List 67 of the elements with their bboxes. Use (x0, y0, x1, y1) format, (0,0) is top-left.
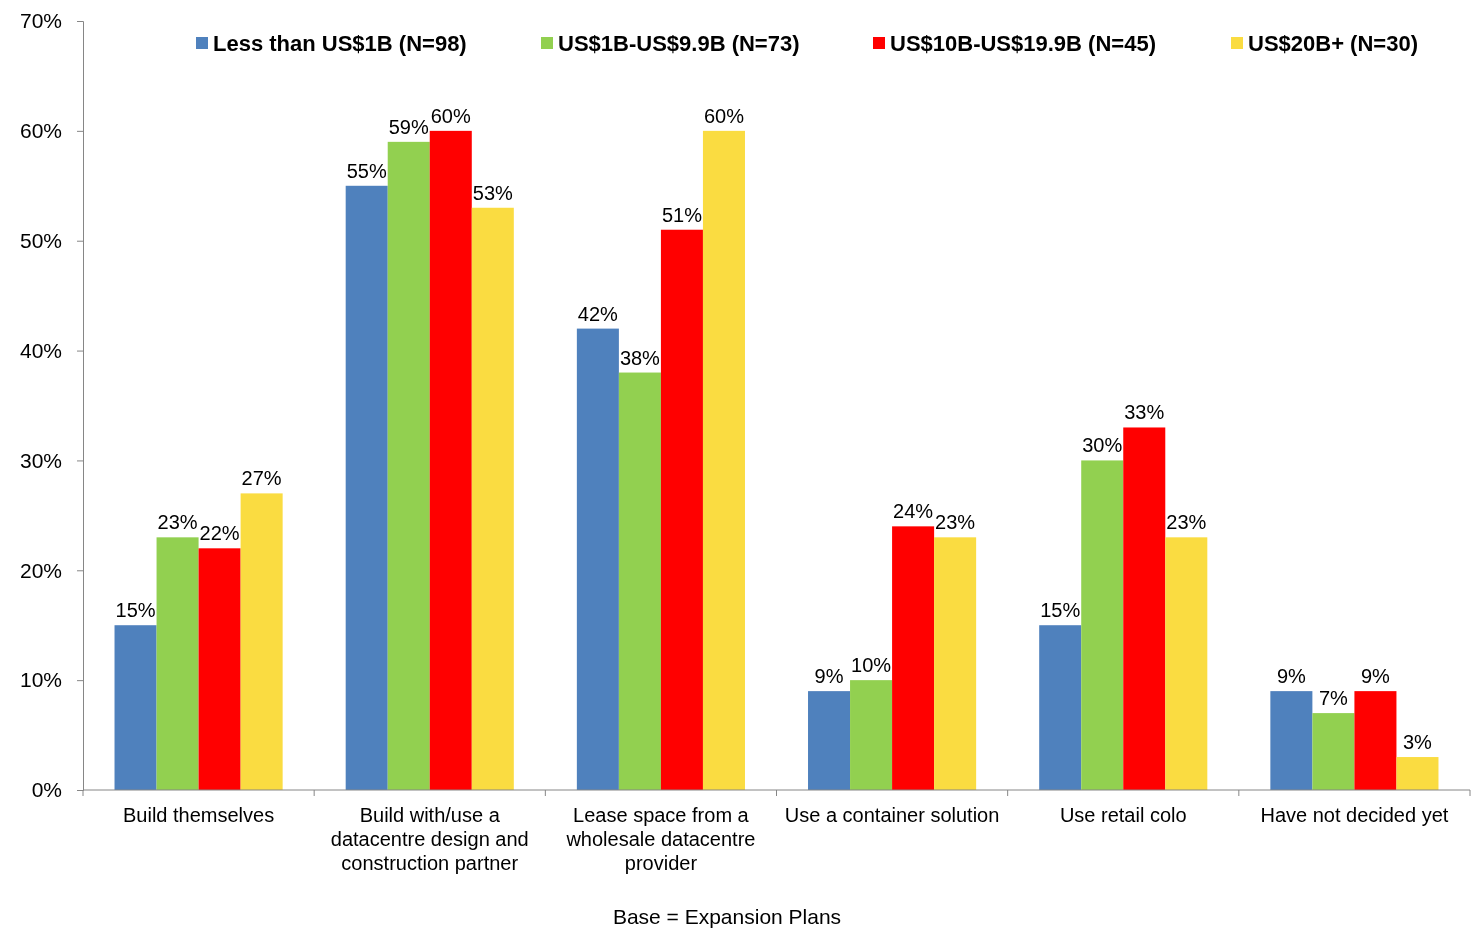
y-tick-label: 60% (19, 119, 62, 143)
data-label: 60% (703, 104, 745, 127)
data-label: 60% (430, 104, 471, 127)
x-tick-label: Build themselves (122, 804, 275, 826)
bar (660, 229, 703, 790)
bar (156, 537, 199, 790)
data-label: 38% (619, 346, 661, 369)
bar (850, 680, 893, 790)
bar (429, 130, 472, 790)
data-label: 30% (1082, 434, 1123, 457)
data-label: 53% (472, 181, 514, 204)
y-tick-label: 40% (19, 338, 62, 362)
y-tick-label: 70% (19, 9, 62, 33)
bar (1396, 757, 1439, 790)
data-label: 27% (241, 467, 282, 490)
data-label: 59% (388, 115, 429, 138)
data-label: 3% (1403, 731, 1433, 754)
bar (1165, 537, 1208, 790)
y-tick-label: 30% (19, 448, 62, 472)
bar (1354, 691, 1397, 790)
legend-label: Less than US$1B (N=98) (213, 31, 467, 56)
data-label: 23% (935, 511, 976, 534)
bar (576, 328, 619, 790)
legend-label: US$1B-US$9.9B (N=73) (558, 31, 800, 56)
data-label: 22% (199, 522, 240, 545)
bar (114, 625, 157, 790)
x-tick-label: Have not decided yet (1260, 804, 1449, 826)
bar (618, 372, 661, 790)
bar (702, 130, 745, 790)
data-label: 7% (1318, 687, 1349, 710)
x-tick-label: Lease space from a wholesale datacentre provider (565, 804, 756, 874)
data-label: 9% (1276, 665, 1307, 688)
bar (1039, 625, 1082, 790)
legend-label: US$10B-US$19.9B (N=45) (890, 31, 1156, 56)
data-label: 15% (1040, 599, 1081, 622)
x-tick-label: Build with/use a datacentre design and construction partner (330, 804, 529, 874)
data-label: 23% (157, 511, 198, 534)
y-tick-label: 20% (19, 558, 62, 582)
x-tick-label: Use retail colo (1059, 804, 1187, 826)
bar (1123, 427, 1166, 790)
data-label: 33% (1124, 401, 1165, 424)
data-label: 51% (661, 203, 703, 226)
bar (240, 493, 283, 790)
data-label: 10% (851, 654, 892, 677)
bar (1081, 460, 1124, 790)
bar (1312, 713, 1355, 790)
data-label: 55% (346, 159, 387, 182)
bar (934, 537, 977, 790)
bar (892, 526, 935, 790)
data-label: 15% (115, 599, 156, 622)
y-tick-label: 0% (31, 778, 62, 802)
bar (345, 185, 388, 790)
bar (1270, 691, 1313, 790)
x-tick-label: Use a container solution (784, 804, 1000, 826)
data-label: 23% (1166, 511, 1207, 534)
x-axis-title: Base = Expansion Plans (612, 905, 842, 928)
bar (387, 141, 430, 790)
bar (471, 207, 514, 790)
bar (198, 548, 241, 790)
y-tick-label: 10% (19, 668, 62, 692)
legend-label: US$20B+ (N=30) (1248, 31, 1418, 56)
bar (808, 691, 851, 790)
data-label: 42% (577, 302, 619, 325)
data-label: 24% (893, 500, 934, 523)
data-label: 9% (814, 665, 844, 688)
data-label: 9% (1360, 665, 1391, 688)
y-tick-label: 50% (19, 228, 62, 252)
